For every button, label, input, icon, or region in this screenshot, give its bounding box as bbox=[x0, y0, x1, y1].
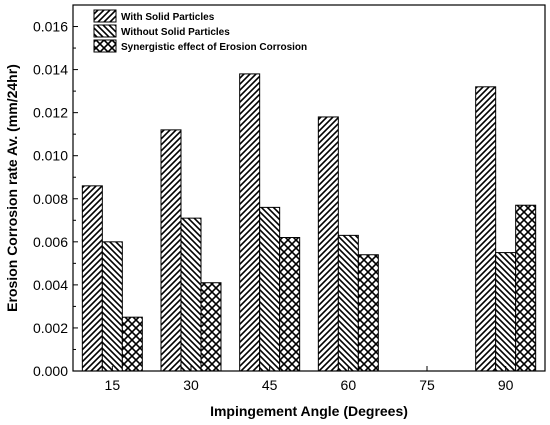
bar-group bbox=[81, 73, 537, 372]
y-axis-title: Erosion Corrosion rate Av. (mm/24hr) bbox=[4, 64, 20, 312]
x-tick-label: 60 bbox=[341, 377, 357, 393]
x-tick-label: 75 bbox=[419, 377, 435, 393]
x-tick-label: 90 bbox=[498, 377, 514, 393]
bar-30-series-2 bbox=[180, 217, 202, 372]
bar-30-series-1 bbox=[160, 129, 182, 372]
legend-label-1: With Solid Particles bbox=[121, 12, 215, 23]
y-tick-label: 0.006 bbox=[33, 234, 68, 250]
bar-15-series-2 bbox=[101, 241, 123, 372]
y-tick-label: 0.010 bbox=[33, 148, 68, 164]
y-tick-label: 0.014 bbox=[33, 62, 68, 78]
y-tick-label: 0.012 bbox=[33, 105, 68, 121]
plot-frame bbox=[72, 4, 546, 372]
legend: With Solid Particles Without Solid Partic… bbox=[93, 9, 307, 53]
y-tick-label: 0.004 bbox=[33, 277, 68, 293]
bar-60-series-2 bbox=[337, 234, 359, 372]
bar-15-series-1 bbox=[81, 185, 103, 372]
legend-label-2: Without Solid Particles bbox=[121, 27, 230, 38]
y-tick-label: 0.016 bbox=[33, 19, 68, 35]
bar-60-series-3 bbox=[357, 254, 379, 372]
bar-60-series-1 bbox=[317, 116, 339, 372]
bar-90-series-1 bbox=[475, 86, 497, 372]
legend-swatch-1 bbox=[93, 9, 117, 23]
x-axis-title: Impingement Angle (Degrees) bbox=[210, 403, 408, 419]
bar-45-series-2 bbox=[259, 206, 281, 372]
y-axis-ticks: 0.000 0.002 0.004 0.006 0.008 0.010 0.012 0.014… bbox=[33, 19, 78, 379]
legend-swatch-3 bbox=[93, 39, 117, 53]
x-tick-label: 45 bbox=[262, 377, 278, 393]
x-tick-label: 30 bbox=[183, 377, 199, 393]
bar-45-series-3 bbox=[279, 237, 301, 372]
legend-swatch-2 bbox=[93, 24, 117, 38]
bar-90-series-2 bbox=[495, 252, 517, 372]
y-tick-label: 0.008 bbox=[33, 191, 68, 207]
bar-15-series-3 bbox=[121, 316, 143, 372]
x-tick-label: 15 bbox=[105, 377, 121, 393]
bar-45-series-1 bbox=[239, 73, 261, 372]
y-tick-label: 0.000 bbox=[33, 363, 68, 379]
bar-90-series-3 bbox=[515, 204, 537, 372]
y-tick-label: 0.002 bbox=[33, 320, 68, 336]
bar-30-series-3 bbox=[200, 282, 222, 372]
legend-label-3: Synergistic effect of Erosion Corrosion bbox=[121, 42, 307, 53]
x-axis-ticks: 15 30 45 60 75 90 bbox=[105, 366, 514, 393]
